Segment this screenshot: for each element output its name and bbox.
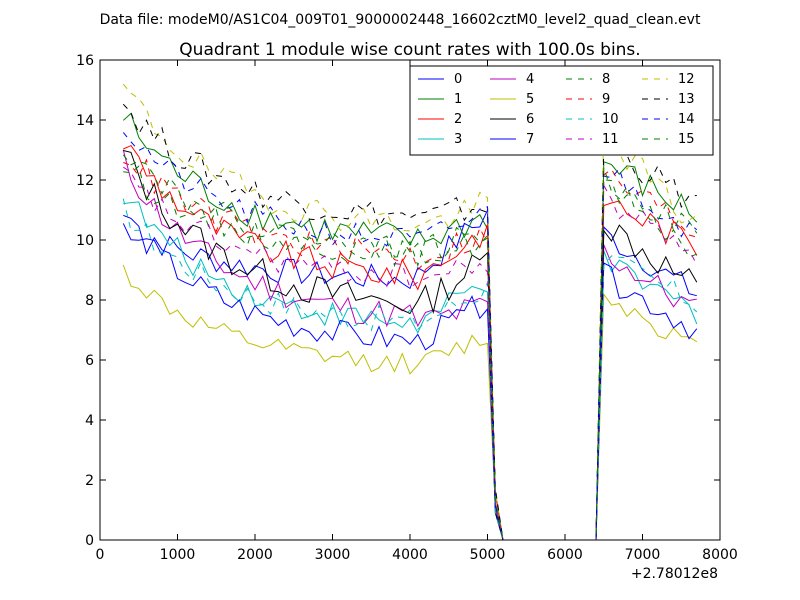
x-tick-label: 7000 (625, 547, 661, 563)
series-line-14 (122, 132, 698, 540)
x-tick-label: 6000 (547, 547, 583, 563)
legend-label-1: 1 (454, 92, 462, 107)
x-tick-label: 8000 (702, 547, 738, 563)
y-tick-label: 14 (76, 113, 94, 129)
legend-label-4: 4 (526, 72, 534, 87)
legend-label-14: 14 (678, 112, 695, 127)
chart-title: Quadrant 1 module wise count rates with … (179, 40, 640, 60)
x-tick-label: 1000 (160, 547, 196, 563)
series-line-8 (123, 165, 697, 540)
x-tick-label: 5000 (470, 547, 506, 563)
series-line-15 (122, 154, 698, 540)
y-tick-label: 0 (85, 533, 94, 549)
y-tick-label: 12 (76, 173, 94, 189)
x-tick-label: 0 (96, 547, 105, 563)
legend-label-5: 5 (526, 92, 534, 107)
legend-frame (409, 65, 714, 156)
y-tick-label: 2 (85, 473, 94, 489)
series-line-9 (123, 158, 697, 540)
legend-label-6: 6 (526, 112, 534, 127)
legend-label-10: 10 (602, 112, 619, 127)
legend-label-11: 11 (602, 132, 619, 147)
series-line-10 (122, 198, 698, 540)
series-line-13 (122, 103, 697, 540)
series-line-7 (123, 214, 698, 540)
legend-label-8: 8 (602, 72, 610, 87)
legend-label-12: 12 (678, 72, 695, 87)
legend-label-7: 7 (526, 132, 534, 147)
y-tick-label: 8 (85, 293, 94, 309)
legend-label-15: 15 (678, 132, 695, 147)
y-tick-label: 10 (76, 233, 94, 249)
x-axis: 0 1000 2000 3000 4000 5000 6000 7000 8000 (96, 60, 738, 563)
legend-label-3: 3 (454, 132, 462, 147)
legend-label-2: 2 (454, 112, 462, 127)
series-line-5 (122, 264, 698, 540)
y-tick-label: 16 (76, 53, 94, 69)
series-layer (122, 83, 698, 540)
x-tick-label: 2000 (237, 547, 273, 563)
legend-label-9: 9 (602, 92, 610, 107)
chart-suptitle: Data file: modeM0/AS1C04_009T01_90000024… (100, 12, 701, 28)
x-tick-label: 3000 (315, 547, 351, 563)
series-line-6 (123, 150, 698, 540)
legend-label-13: 13 (678, 92, 695, 107)
legend-label-0: 0 (454, 72, 462, 87)
x-offset-label: +2.78012e8 (631, 566, 718, 582)
x-tick-label: 4000 (392, 547, 428, 563)
y-tick-label: 6 (85, 353, 94, 369)
y-tick-label: 4 (85, 413, 94, 429)
